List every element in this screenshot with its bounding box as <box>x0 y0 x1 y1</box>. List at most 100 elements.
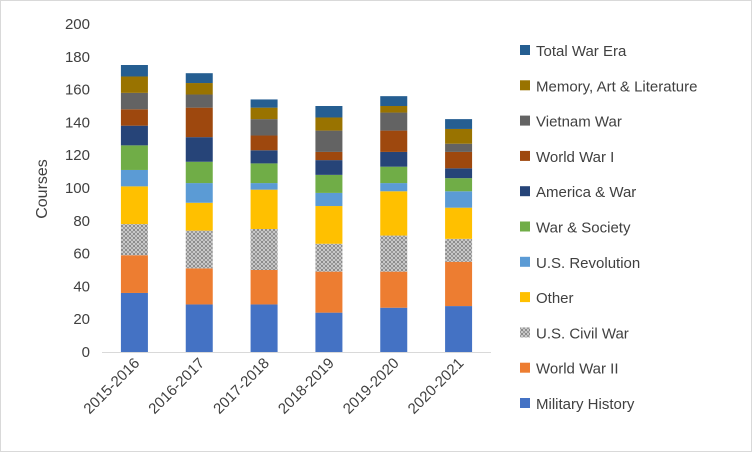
bar-segment <box>250 150 278 164</box>
bar-segment <box>380 235 408 272</box>
bar-segment <box>380 166 408 184</box>
bar-segment <box>380 112 408 131</box>
bar-segment <box>315 206 343 244</box>
bar-segment <box>250 189 278 229</box>
legend-swatch <box>520 292 530 303</box>
bar-segment <box>185 202 213 231</box>
x-tick-label: 2015-2016 <box>81 355 144 418</box>
bar-segment <box>120 92 148 110</box>
legend-label: Other <box>536 290 574 307</box>
legend-label: America & War <box>536 184 636 201</box>
legend-swatch <box>520 80 530 91</box>
y-tick-label: 80 <box>73 213 90 230</box>
x-tick-label: 2016-2017 <box>145 355 208 418</box>
bar-segment <box>185 94 213 108</box>
legend-label: World War I <box>536 149 614 166</box>
bar-segment <box>445 261 473 307</box>
bar-segment <box>120 224 148 256</box>
x-tick-label: 2017-2018 <box>210 355 273 418</box>
legend-swatch <box>520 45 530 55</box>
y-axis-title: Courses <box>34 159 51 219</box>
legend-label: World War II <box>536 361 619 378</box>
bar-segment <box>315 151 343 161</box>
legend-swatch <box>520 327 530 338</box>
bar-segment <box>380 106 408 113</box>
y-tick-label: 160 <box>65 82 90 99</box>
bar-segment <box>120 169 148 187</box>
legend-label: Military History <box>536 396 635 413</box>
bar-segment <box>445 119 473 129</box>
bar-segment <box>380 151 408 167</box>
legend-label: U.S. Civil War <box>536 325 629 342</box>
bar-segment <box>250 270 278 305</box>
bar-segment <box>120 292 148 352</box>
bar-segment <box>120 186 148 225</box>
x-tick-label: 2020-2021 <box>405 355 468 418</box>
y-tick-label: 60 <box>73 246 90 263</box>
legend-swatch <box>520 256 530 267</box>
y-tick-label: 20 <box>73 311 90 328</box>
bar-segment <box>185 230 213 269</box>
bar-segment <box>445 178 473 192</box>
bar-segment <box>315 271 343 313</box>
y-tick-label: 120 <box>65 147 90 164</box>
bar-segment <box>445 306 473 352</box>
bar-segment <box>120 76 148 93</box>
bar-segment <box>120 65 148 77</box>
bar-segment <box>185 73 213 84</box>
bar-segment <box>120 255 148 293</box>
legend-swatch <box>520 362 530 373</box>
x-tick-label: 2019-2020 <box>340 355 403 418</box>
bar-segment <box>185 83 213 95</box>
legend-label: Vietnam War <box>536 114 622 131</box>
bar-segment <box>185 137 213 162</box>
y-tick-label: 140 <box>65 114 90 131</box>
y-tick-label: 100 <box>65 180 90 197</box>
bar-segment <box>380 96 408 106</box>
bar-segment <box>120 109 148 126</box>
legend-swatch <box>520 186 530 197</box>
bar-segment <box>315 192 343 207</box>
bar-segment <box>315 117 343 131</box>
y-tick-label: 180 <box>65 49 90 66</box>
bar-segment <box>185 107 213 138</box>
bar-segment <box>380 307 408 352</box>
bar-segment <box>315 243 343 272</box>
bar-segment <box>120 125 148 146</box>
bar-segment <box>315 130 343 152</box>
bar-segment <box>250 229 278 270</box>
bar-segment <box>120 145 148 170</box>
legend: Total War Era Memory, Art & Literature Vie… <box>520 43 697 413</box>
bar-segment <box>445 143 473 152</box>
legend-swatch <box>520 221 530 232</box>
bar-segment <box>250 135 278 151</box>
bar-segment <box>445 151 473 169</box>
bar-segment <box>380 191 408 236</box>
legend-swatch <box>520 115 530 126</box>
bar-segment <box>380 271 408 308</box>
bar-segment <box>250 99 278 108</box>
bar-segment <box>380 183 408 192</box>
bar-segment <box>315 160 343 175</box>
legend-swatch <box>520 150 530 161</box>
bar-segment <box>315 106 343 118</box>
bar-segment <box>380 130 408 152</box>
bar-segment <box>250 183 278 190</box>
bar-segment <box>250 119 278 136</box>
bar-segment <box>445 191 473 208</box>
x-tick-label: 2018-2019 <box>275 355 338 418</box>
bar-segment <box>185 161 213 184</box>
legend-label: Memory, Art & Literature <box>536 78 697 95</box>
bar-segment <box>445 238 473 262</box>
bar-segment <box>445 207 473 239</box>
bar-segment <box>185 268 213 305</box>
y-tick-label: 200 <box>65 16 90 33</box>
legend-label: War & Society <box>536 220 631 237</box>
legend-label: Total War Era <box>536 43 627 60</box>
bar-segment <box>250 304 278 352</box>
bar-segment <box>250 163 278 184</box>
bar-segment <box>315 312 343 352</box>
legend-swatch <box>520 398 530 408</box>
